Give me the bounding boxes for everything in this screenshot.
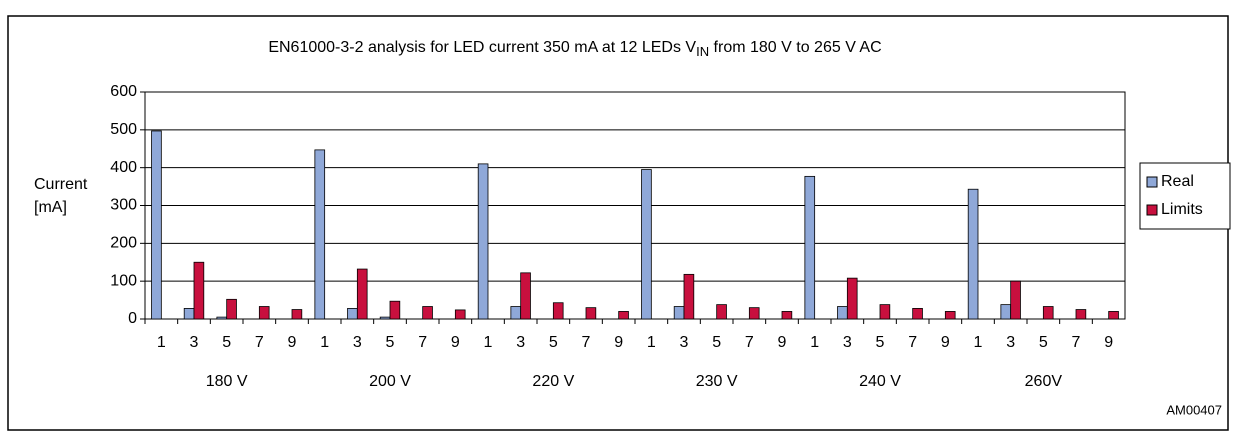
- bar: [1075, 309, 1087, 320]
- y-tick-label: 300: [110, 197, 137, 214]
- x-tick-label: 7: [908, 334, 917, 351]
- bar: [837, 306, 848, 320]
- bar: [673, 306, 685, 320]
- x-tick-label: 5: [1039, 334, 1048, 351]
- x-tick-label: 3: [190, 334, 199, 351]
- bar: [226, 298, 237, 320]
- x-tick-label: 7: [745, 334, 754, 351]
- group-label: 230 V: [696, 373, 738, 390]
- bar: [912, 308, 923, 320]
- bar: [379, 316, 391, 320]
- y-axis-label: Current: [34, 176, 88, 193]
- x-tick-label: 1: [974, 334, 983, 351]
- x-tick-label: 7: [418, 334, 427, 351]
- bar: [1108, 311, 1119, 320]
- bar: [748, 307, 760, 320]
- x-tick-label: 7: [1072, 334, 1081, 351]
- bar: [781, 311, 793, 320]
- bar: [510, 306, 522, 320]
- bar: [1000, 304, 1012, 320]
- bar: [618, 311, 629, 320]
- legend-label: Limits: [1161, 201, 1203, 218]
- x-tick-label: 1: [320, 334, 329, 351]
- y-tick-label: 100: [110, 272, 137, 289]
- y-tick-label: 600: [110, 83, 137, 100]
- x-tick-label: 9: [941, 334, 950, 351]
- x-tick-label: 3: [516, 334, 525, 351]
- x-tick-label: 3: [1006, 334, 1015, 351]
- bar: [151, 130, 162, 320]
- bar: [454, 309, 466, 320]
- legend: [1139, 162, 1231, 230]
- bar: [183, 308, 195, 320]
- bar: [1010, 280, 1021, 320]
- x-tick-label: 1: [157, 334, 166, 351]
- x-tick-label: 3: [680, 334, 689, 351]
- y-axis-label: [mA]: [34, 199, 67, 216]
- group-label: 200 V: [369, 373, 411, 390]
- x-tick-label: 9: [614, 334, 623, 351]
- bar: [193, 261, 205, 320]
- x-tick-label: 9: [288, 334, 297, 351]
- x-tick-label: 1: [647, 334, 656, 351]
- x-tick-label: 5: [876, 334, 885, 351]
- group-label: 260V: [1025, 373, 1063, 390]
- bar: [422, 306, 433, 320]
- annotation: AM00407: [1166, 402, 1222, 417]
- bar: [846, 277, 858, 320]
- group-label: 240 V: [859, 373, 901, 390]
- bar: [879, 304, 891, 320]
- bar: [641, 169, 652, 320]
- legend-label: Real: [1161, 173, 1194, 190]
- bar: [258, 306, 270, 320]
- x-tick-label: 7: [582, 334, 591, 351]
- bar: [683, 273, 695, 320]
- group-label: 220 V: [532, 373, 574, 390]
- bar: [216, 316, 228, 320]
- bar: [944, 311, 956, 320]
- bar: [716, 304, 727, 320]
- x-tick-label: 3: [353, 334, 362, 351]
- bar: [585, 307, 597, 320]
- x-tick-label: 1: [810, 334, 819, 351]
- group-label: 180 V: [206, 373, 248, 390]
- x-tick-label: 5: [549, 334, 558, 351]
- x-tick-label: 1: [484, 334, 493, 351]
- bar: [967, 188, 979, 320]
- bar: [552, 302, 564, 320]
- bar: [477, 163, 489, 320]
- bar: [804, 175, 816, 320]
- bar: [314, 149, 326, 320]
- x-tick-label: 5: [712, 334, 721, 351]
- y-tick-label: 400: [110, 159, 137, 176]
- bar: [389, 300, 401, 320]
- bar: [520, 272, 531, 320]
- legend-swatch: [1146, 204, 1158, 216]
- x-tick-label: 5: [386, 334, 395, 351]
- y-tick-label: 200: [110, 235, 137, 252]
- legend-swatch: [1146, 176, 1158, 188]
- x-tick-label: 9: [778, 334, 787, 351]
- x-tick-label: 5: [222, 334, 231, 351]
- x-tick-label: 3: [843, 334, 852, 351]
- x-tick-label: 7: [255, 334, 264, 351]
- chart-title: EN61000-3-2 analysis for LED current 350…: [268, 39, 881, 59]
- x-tick-label: 9: [1104, 334, 1113, 351]
- y-tick-label: 500: [110, 121, 137, 138]
- bar: [291, 309, 303, 320]
- y-tick-label: 0: [128, 310, 137, 327]
- bar: [1042, 306, 1054, 320]
- bar: [347, 308, 358, 320]
- x-tick-label: 9: [451, 334, 460, 351]
- bar: [356, 268, 368, 320]
